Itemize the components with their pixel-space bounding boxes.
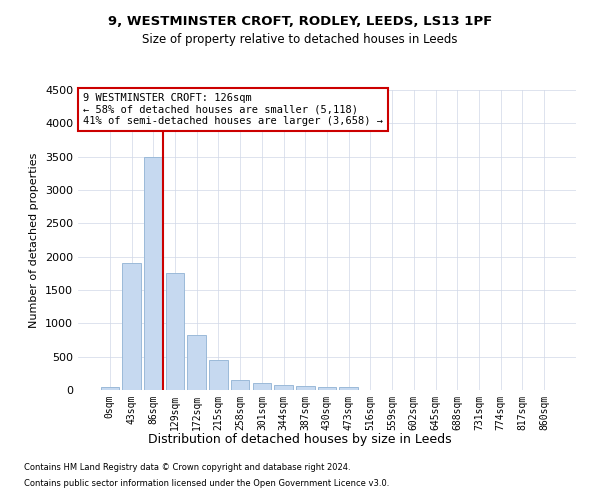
Text: 9, WESTMINSTER CROFT, RODLEY, LEEDS, LS13 1PF: 9, WESTMINSTER CROFT, RODLEY, LEEDS, LS1… (108, 15, 492, 28)
Bar (253, 384, 271, 390)
Bar (122, 264, 141, 390)
Text: 9 WESTMINSTER CROFT: 126sqm
← 58% of detached houses are smaller (5,118)
41% of : 9 WESTMINSTER CROFT: 126sqm ← 58% of det… (83, 93, 383, 126)
Text: Contains public sector information licensed under the Open Government Licence v3: Contains public sector information licen… (24, 478, 389, 488)
Y-axis label: Number of detached properties: Number of detached properties (29, 152, 40, 328)
Bar (144, 156, 163, 390)
Bar (296, 386, 314, 390)
Bar (318, 387, 336, 390)
Text: Contains HM Land Registry data © Crown copyright and database right 2024.: Contains HM Land Registry data © Crown c… (24, 464, 350, 472)
Bar (231, 380, 250, 390)
Bar (274, 385, 293, 390)
Text: Size of property relative to detached houses in Leeds: Size of property relative to detached ho… (142, 32, 458, 46)
Text: Distribution of detached houses by size in Leeds: Distribution of detached houses by size … (148, 434, 452, 446)
Bar (166, 274, 184, 390)
Bar (340, 388, 358, 390)
Bar (209, 360, 227, 390)
Bar (101, 388, 119, 390)
Bar (187, 334, 206, 390)
